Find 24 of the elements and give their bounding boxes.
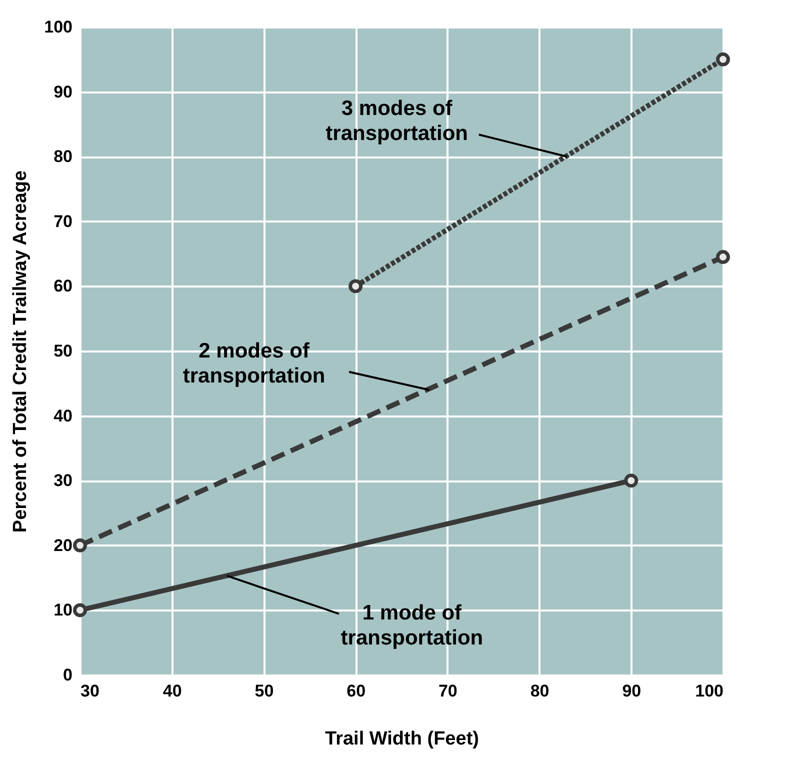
y-tick-label: 0 xyxy=(63,666,72,684)
y-tick-label: 30 xyxy=(54,471,72,490)
y-tick-label: 40 xyxy=(54,406,72,426)
annotation: 1 mode of transportation xyxy=(340,601,484,650)
y-tick-label: 60 xyxy=(54,276,72,296)
x-tick-label: 80 xyxy=(530,682,550,700)
y-tick-label: 90 xyxy=(54,82,72,102)
x-tick-label: 40 xyxy=(162,682,182,700)
x-tick-label: 90 xyxy=(622,682,642,700)
y-tick-label: 100 xyxy=(44,18,72,36)
x-tick-label: 100 xyxy=(695,682,724,700)
annotation: 2 modes of transportation xyxy=(182,339,326,388)
x-tick-label: 30 xyxy=(80,682,100,700)
x-tick-label: 50 xyxy=(254,682,274,700)
annotation: 3 modes of transportation xyxy=(326,97,468,146)
y-tick-label: 20 xyxy=(54,536,72,555)
y-tick-label: 80 xyxy=(54,147,72,166)
y-tick-label: 10 xyxy=(54,600,72,620)
y-axis-title: Percent of Total Credit Trailway Acreage xyxy=(10,170,32,533)
y-tick-label: 50 xyxy=(54,342,72,360)
x-tick-label: 60 xyxy=(346,682,366,700)
y-tick-label: 70 xyxy=(54,212,72,231)
x-tick-label: 70 xyxy=(438,682,458,700)
x-axis-title: Trail Width (Feet) xyxy=(325,728,479,750)
